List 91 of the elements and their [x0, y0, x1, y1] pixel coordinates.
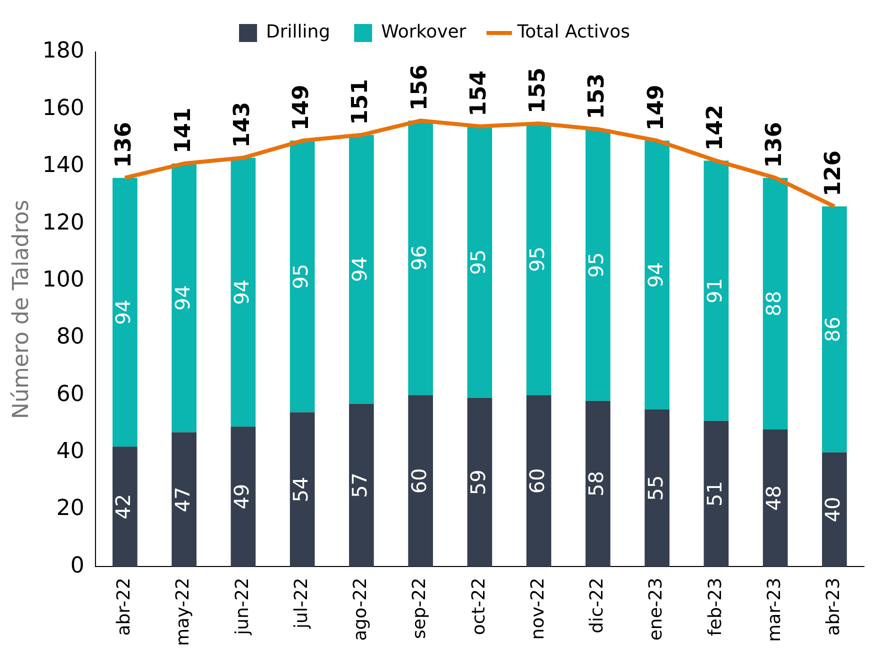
- data-label: 58: [584, 471, 608, 497]
- bar: [230, 426, 256, 567]
- bar: [762, 429, 788, 567]
- bar: [644, 409, 670, 567]
- data-label: 149: [644, 84, 669, 131]
- x-tick-label: abr-23: [823, 578, 844, 636]
- bar: [230, 158, 256, 427]
- bar: [172, 164, 196, 432]
- y-tick-label: 20: [56, 496, 84, 522]
- x-tick-label: nov-22: [527, 578, 548, 640]
- bar: [349, 134, 374, 404]
- bar: [112, 446, 138, 567]
- data-label: 153: [584, 73, 610, 120]
- data-label: 60: [525, 468, 550, 494]
- bar: [704, 160, 729, 421]
- data-label: 96: [406, 245, 431, 271]
- data-label: 91: [702, 278, 726, 304]
- data-label: 95: [525, 246, 550, 272]
- data-label: 57: [348, 472, 372, 498]
- x-tick-label: sep-22: [409, 578, 430, 639]
- bar: [172, 432, 196, 567]
- data-label: 154: [466, 70, 492, 116]
- x-tick-label: abr-22: [114, 578, 135, 636]
- y-tick-label: 160: [42, 96, 84, 121]
- bar: [112, 178, 138, 447]
- bar: [467, 126, 492, 398]
- data-label: 49: [229, 484, 254, 510]
- legend-label: Drilling: [266, 22, 330, 43]
- data-label: 42: [111, 494, 136, 520]
- bar: [762, 178, 788, 430]
- data-label: 95: [288, 264, 313, 290]
- y-tick-label: 40: [56, 439, 84, 464]
- bar: [408, 395, 433, 567]
- data-label: 59: [466, 470, 490, 496]
- x-tick-label: dic-22: [586, 578, 608, 634]
- bar: [290, 140, 315, 412]
- x-tick-label: mar-23: [764, 578, 785, 642]
- data-label: 40: [820, 496, 845, 522]
- bar: [526, 395, 552, 567]
- bar: [704, 420, 729, 567]
- bar: [290, 412, 315, 567]
- legend-label: Total Activos: [516, 22, 630, 43]
- bar: [467, 398, 492, 567]
- y-tick-label: 100: [42, 267, 84, 292]
- data-label: 51: [702, 481, 726, 507]
- data-label: 136: [762, 122, 788, 168]
- data-label: 155: [526, 68, 551, 114]
- x-tick-label: ago-22: [350, 578, 372, 641]
- data-label: 86: [820, 316, 845, 342]
- data-label: 60: [406, 468, 431, 494]
- y-axis-title: Número de Taladros: [8, 200, 34, 419]
- y-tick-label: 80: [56, 324, 84, 350]
- y-tick-label: 120: [42, 210, 84, 236]
- data-label: 149: [289, 84, 314, 131]
- bar: [644, 140, 670, 410]
- x-tick-label: oct-22: [468, 578, 490, 636]
- data-label: 142: [702, 104, 728, 151]
- x-tick-label: ene-23: [646, 578, 667, 641]
- data-label: 54: [288, 476, 313, 502]
- data-label: 94: [111, 299, 136, 325]
- bar: [822, 206, 847, 452]
- data-label: 156: [407, 64, 432, 111]
- data-label: 151: [348, 78, 374, 125]
- bar: [349, 404, 374, 567]
- bar: [586, 129, 610, 401]
- legend-label: Workover: [381, 22, 467, 43]
- data-label: 141: [170, 108, 196, 154]
- data-label: 95: [584, 252, 608, 278]
- data-label: 55: [643, 475, 668, 501]
- data-label: 143: [230, 102, 255, 148]
- data-label: 94: [229, 279, 254, 305]
- y-tick-label: 0: [70, 553, 84, 578]
- bar: [586, 400, 610, 567]
- bar: [822, 452, 847, 567]
- data-label: 94: [643, 262, 668, 288]
- data-label: 48: [762, 485, 786, 511]
- data-label: 126: [821, 150, 846, 196]
- data-label: 94: [170, 285, 194, 311]
- x-tick-label: feb-23: [704, 578, 726, 636]
- bar: [408, 120, 433, 396]
- x-tick-label: jun-22: [232, 578, 253, 636]
- x-tick-label: jul-22: [290, 578, 312, 630]
- y-tick-label: 60: [56, 382, 84, 407]
- data-label: 136: [112, 122, 137, 168]
- y-tick-label: 140: [42, 153, 84, 178]
- y-tick-label: 180: [42, 38, 84, 64]
- data-label: 88: [762, 290, 786, 316]
- data-label: 95: [466, 249, 490, 275]
- x-tick-label: may-22: [172, 578, 194, 646]
- data-label: 47: [170, 486, 194, 512]
- data-label: 94: [348, 256, 372, 282]
